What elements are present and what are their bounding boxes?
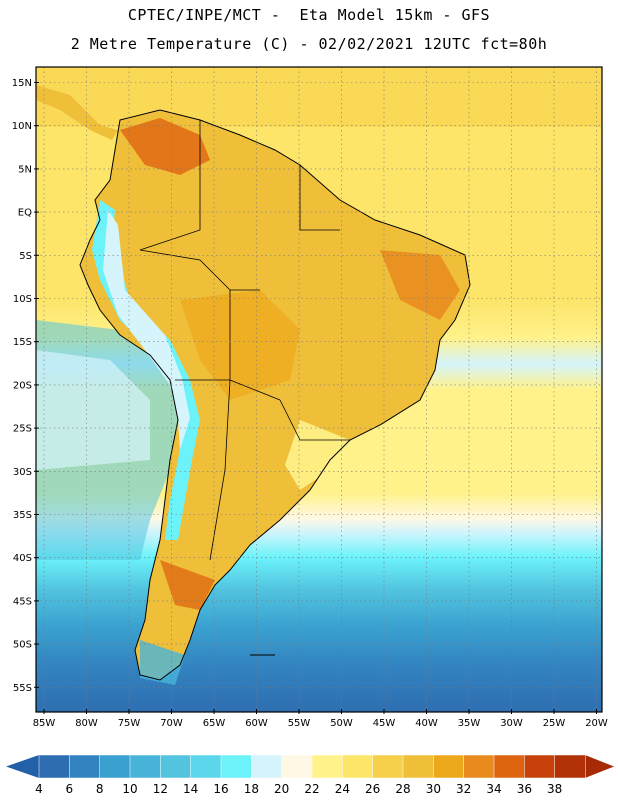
colorbar-label: 16 — [213, 782, 228, 796]
latitude-label: 35S — [13, 510, 32, 521]
map-title-line-1: CPTEC/INPE/MCT - Eta Model 15km - GFS — [127, 6, 491, 24]
colorbar-swatch — [251, 754, 283, 779]
latitude-label: 55S — [13, 683, 32, 694]
latitude-label: 10S — [13, 294, 32, 305]
colorbar-label: 26 — [365, 782, 380, 796]
colorbar-swatch — [493, 754, 525, 779]
colorbar-swatch — [554, 754, 586, 779]
colorbar-label: 18 — [244, 782, 259, 796]
colorbar-label: 30 — [426, 782, 441, 796]
colorbar-swatch — [342, 754, 374, 779]
longitude-label: 45W — [373, 718, 396, 729]
colorbar-label: 10 — [122, 782, 137, 796]
longitude-label: 60W — [245, 718, 268, 729]
colorbar-low-arrow — [6, 755, 39, 778]
colorbar-swatch — [99, 754, 131, 779]
longitude-labels: 85W 80W 75W 70W 65W 60W 55W 50W 45W 40W 35W 30W 25W 2… — [33, 709, 608, 729]
colorbar-swatch — [190, 754, 222, 779]
latitude-label: 50S — [13, 640, 32, 651]
pacific-cool-band — [36, 350, 150, 470]
colorbar-label: 8 — [96, 782, 104, 796]
longitude-label: 50W — [330, 718, 353, 729]
longitude-label: 20W — [585, 718, 608, 729]
latitude-label: 5N — [18, 164, 32, 175]
colorbar-swatch — [220, 754, 252, 779]
longitude-label: 30W — [500, 718, 523, 729]
colorbar-label: 24 — [335, 782, 350, 796]
coastline — [79, 109, 471, 681]
colorbar-swatch — [38, 754, 70, 779]
southern-brazil-mild-region — [285, 420, 350, 490]
latitude-labels: 15N 10N 5N EQ 5S 10S 15S 20S 25S 30S 35S 40S 45S 50S 5… — [12, 78, 39, 694]
latitude-label: EQ — [18, 208, 32, 219]
longitude-label: 85W — [33, 718, 56, 729]
map-field — [36, 67, 602, 712]
colombia-hot-spot — [120, 118, 210, 175]
latitude-label: 20S — [13, 380, 32, 391]
andes-cold-core — [103, 210, 190, 450]
colorbar-swatch — [69, 754, 101, 779]
colorbar-label: 36 — [517, 782, 532, 796]
longitude-label: 35W — [458, 718, 481, 729]
colorbar-swatch — [311, 754, 343, 779]
longitude-label: 65W — [203, 718, 226, 729]
colorbar-label: 32 — [456, 782, 471, 796]
latitude-label: 45S — [13, 596, 32, 607]
colorbar-swatch — [281, 754, 313, 779]
colorbar-label: 38 — [547, 782, 562, 796]
longitude-label: 75W — [118, 718, 141, 729]
map-frame — [35, 66, 603, 713]
colorbar-swatch — [402, 754, 434, 779]
colorbar-label: 20 — [274, 782, 289, 796]
map-title-line-2: 2 Metre Temperature (C) - 02/02/2021 12U… — [70, 35, 548, 53]
latitude-label: 40S — [13, 553, 32, 564]
colorbar: 4 6 8 10 12 14 16 18 20 22 24 26 28 30 32 34 36 38 — [6, 754, 614, 796]
colorbar-label: 22 — [304, 782, 319, 796]
colorbar-swatch — [129, 754, 161, 779]
latitude-label: 15S — [13, 337, 32, 348]
latitude-label: 5S — [19, 251, 32, 262]
colorbar-swatch — [160, 754, 192, 779]
colorbar-label: 34 — [486, 782, 501, 796]
longitude-label: 70W — [160, 718, 183, 729]
central-warm-region — [180, 290, 300, 400]
latitude-label: 15N — [12, 78, 32, 89]
colorbar-label: 4 — [35, 782, 43, 796]
latitude-label: 10N — [12, 121, 32, 132]
colorbar-swatch — [463, 754, 495, 779]
country-borders — [139, 120, 350, 561]
patagonia-hot-spot — [160, 560, 215, 610]
longitude-label: 55W — [288, 718, 311, 729]
central-america-landmass — [36, 85, 118, 140]
colorbar-high-arrow — [585, 755, 614, 778]
longitude-label: 25W — [543, 718, 566, 729]
northeast-brazil-hot-spot — [380, 250, 460, 320]
colorbar-label: 6 — [66, 782, 74, 796]
tierra-del-fuego-cool-region — [140, 640, 185, 685]
latitude-label: 25S — [13, 424, 32, 435]
colorbar-swatch — [524, 754, 556, 779]
colorbar-label: 28 — [395, 782, 410, 796]
colorbar-label: 14 — [183, 782, 198, 796]
longitude-label: 40W — [415, 718, 438, 729]
colorbar-swatch — [433, 754, 465, 779]
colorbar-label: 12 — [153, 782, 168, 796]
longitude-label: 80W — [75, 718, 98, 729]
colorbar-swatch — [372, 754, 404, 779]
tropical-warm-band — [36, 67, 602, 127]
latitude-label: 30S — [13, 467, 32, 478]
